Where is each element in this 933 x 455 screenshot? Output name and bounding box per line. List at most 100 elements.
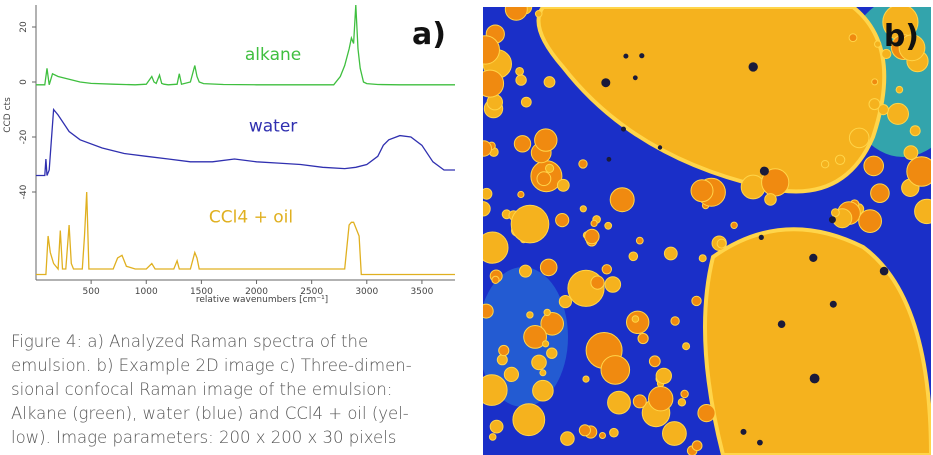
small-droplet bbox=[503, 366, 519, 382]
small-droplet bbox=[558, 295, 573, 309]
inclusion-dot bbox=[657, 145, 663, 150]
small-droplet bbox=[609, 187, 635, 213]
small-droplet bbox=[483, 69, 505, 98]
small-droplet bbox=[698, 254, 707, 263]
small-droplet bbox=[690, 179, 714, 203]
small-droplet bbox=[909, 125, 921, 137]
small-droplet bbox=[539, 258, 558, 277]
series-line bbox=[36, 4, 455, 86]
series-label: alkane bbox=[245, 45, 301, 65]
small-droplet bbox=[870, 183, 890, 203]
small-droplet bbox=[560, 431, 575, 446]
y-tick-label: 20 bbox=[19, 21, 29, 33]
raman-2d-image: b) bbox=[483, 7, 931, 455]
small-droplet bbox=[607, 390, 631, 415]
small-droplet bbox=[545, 163, 555, 173]
series-lines bbox=[36, 4, 455, 276]
inclusion-dot bbox=[777, 320, 786, 329]
small-droplet bbox=[887, 102, 909, 125]
panel-label-b: b) bbox=[883, 19, 919, 54]
caption-line: low). Image parameters: 200 x 200 x 30 p… bbox=[11, 428, 397, 447]
small-droplet bbox=[895, 85, 904, 94]
small-droplet bbox=[903, 145, 919, 161]
small-droplet bbox=[764, 193, 777, 206]
small-droplet bbox=[834, 154, 846, 166]
small-droplet bbox=[604, 221, 613, 230]
x-tick-label: 1000 bbox=[135, 287, 158, 297]
large-droplet bbox=[703, 227, 931, 455]
small-droplet bbox=[626, 310, 650, 334]
small-droplet bbox=[655, 367, 673, 385]
small-droplet bbox=[491, 275, 500, 284]
small-droplet bbox=[578, 424, 592, 437]
small-droplet bbox=[682, 342, 691, 351]
y-tick-label: -40 bbox=[19, 184, 29, 199]
inclusion-dot bbox=[879, 266, 889, 276]
small-droplet bbox=[483, 140, 492, 157]
small-droplet bbox=[483, 231, 509, 264]
small-droplet bbox=[534, 128, 558, 152]
small-droplet bbox=[510, 204, 550, 244]
panel-label-a: a) bbox=[412, 17, 446, 52]
small-droplet bbox=[483, 35, 500, 65]
small-droplet bbox=[536, 171, 552, 187]
small-droplet bbox=[579, 205, 587, 213]
small-droplet bbox=[609, 427, 619, 438]
inclusion-dot bbox=[740, 428, 747, 435]
inclusion-dot bbox=[759, 166, 769, 176]
small-droplet bbox=[662, 421, 687, 446]
inclusion-dot bbox=[829, 300, 837, 308]
axes: 500 1000 1500 2000 2500 3000 3500 20 0 -20 -40 bbox=[19, 5, 455, 297]
small-droplet bbox=[877, 104, 889, 116]
small-droplet bbox=[648, 386, 674, 412]
small-droplet bbox=[858, 209, 883, 234]
small-droplet bbox=[881, 48, 892, 60]
small-droplet bbox=[868, 98, 881, 111]
x-tick-label: 2000 bbox=[245, 287, 268, 297]
series-line bbox=[36, 191, 455, 276]
spectra-plot: a) CCD cts relative wavenumbers [cm⁻¹] 5… bbox=[3, 4, 455, 305]
caption-line: Figure 4: a) Analyzed Raman spectra of t… bbox=[11, 332, 369, 351]
small-droplet bbox=[716, 238, 727, 249]
small-droplet bbox=[513, 135, 532, 153]
small-droplet bbox=[697, 404, 716, 423]
small-droplet bbox=[590, 219, 598, 227]
small-droplet bbox=[637, 332, 649, 345]
series-line bbox=[36, 107, 455, 177]
small-droplet bbox=[483, 187, 493, 200]
x-tick-label: 3500 bbox=[410, 287, 433, 297]
small-droplet bbox=[546, 347, 558, 359]
raman-spectra-chart: a) CCD cts relative wavenumbers [cm⁻¹] 5… bbox=[0, 0, 470, 310]
small-droplet bbox=[604, 276, 622, 293]
small-droplet bbox=[871, 78, 879, 86]
emulsion-image bbox=[483, 7, 931, 455]
small-droplet bbox=[635, 236, 644, 245]
small-droplet bbox=[496, 354, 508, 366]
small-droplet bbox=[820, 160, 830, 169]
small-droplet bbox=[488, 433, 497, 441]
small-droplet bbox=[648, 355, 661, 368]
inclusion-dot bbox=[748, 62, 758, 72]
x-axis-label: relative wavenumbers [cm⁻¹] bbox=[196, 295, 328, 305]
inclusion-dot bbox=[809, 253, 818, 262]
small-droplet bbox=[512, 403, 546, 437]
y-tick-label: 0 bbox=[19, 79, 29, 85]
inclusion-dot bbox=[623, 53, 629, 59]
inclusion-dot bbox=[758, 234, 764, 240]
small-droplet bbox=[680, 389, 689, 399]
small-droplet bbox=[601, 264, 613, 275]
figure-caption: Figure 4: a) Analyzed Raman spectra of t… bbox=[11, 330, 466, 455]
small-droplet bbox=[848, 33, 858, 43]
small-droplet bbox=[831, 208, 840, 218]
small-droplet bbox=[543, 308, 551, 317]
small-droplet bbox=[670, 316, 680, 326]
small-droplet bbox=[874, 40, 882, 48]
small-droplet bbox=[898, 34, 926, 62]
y-tick-label: -20 bbox=[19, 129, 29, 144]
small-droplet bbox=[740, 174, 766, 200]
small-droplet bbox=[504, 7, 528, 21]
small-droplet bbox=[540, 312, 564, 336]
small-droplet bbox=[483, 374, 508, 406]
small-droplet bbox=[515, 67, 524, 76]
small-droplet bbox=[539, 369, 547, 377]
